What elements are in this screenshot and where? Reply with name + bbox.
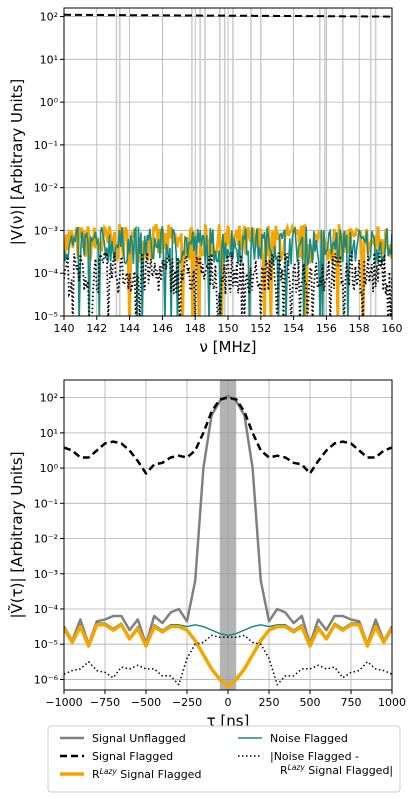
x-tick-label: 158 <box>349 322 370 335</box>
y-tick-label: 10⁻⁵ <box>34 310 58 323</box>
x-tick-label: 148 <box>185 322 206 335</box>
x-tick-label: 150 <box>218 322 239 335</box>
top-panel: 140 142 144 146 148 150 152 154 156 158 160 10⁻⁵ 10⁻… <box>8 7 403 356</box>
x-tick-label: 0 <box>225 696 232 709</box>
legend-frame <box>47 725 401 793</box>
x-tick-label: 156 <box>316 322 337 335</box>
plot-area <box>64 8 392 316</box>
y-tick-label: 10⁻² <box>34 533 58 546</box>
series-line <box>64 394 392 646</box>
y-tick-label: 10⁻³ <box>34 224 58 237</box>
y-tick-label: 10⁻⁵ <box>34 638 58 651</box>
x-tick-label: 140 <box>54 322 75 335</box>
x-tick-label: −1000 <box>45 696 82 709</box>
y-tick-label: 10⁰ <box>40 462 59 475</box>
y-tick-label: 10⁻³ <box>34 568 58 581</box>
y-tick-label: 10¹ <box>40 427 58 440</box>
y-tick-label: 10¹ <box>40 53 58 66</box>
y-axis-label: |Ṽ(τ)| [Arbitrary Units] <box>7 451 26 618</box>
y-axis-label: |V(ν)| [Arbitrary Units] <box>8 79 26 245</box>
legend-label-line2: RLazy Signal Flagged| <box>280 763 393 778</box>
legend-label: Signal Flagged <box>92 750 173 763</box>
y-tick-label: 10⁰ <box>40 96 59 109</box>
x-tick-label: 750 <box>341 696 362 709</box>
x-tick-label: 146 <box>152 322 173 335</box>
x-axis-label: ν [MHz] <box>200 338 257 356</box>
x-tick-label: 152 <box>250 322 271 335</box>
legend-label: |Noise Flagged - <box>270 750 359 763</box>
legend-label: Noise Flagged <box>270 732 348 745</box>
plot-area <box>64 380 392 690</box>
x-tick-label: 142 <box>86 322 107 335</box>
y-tick-label: 10⁻⁶ <box>34 673 59 686</box>
x-tick-label: 500 <box>300 696 321 709</box>
legend-label: RLazy Signal Flagged <box>92 767 201 782</box>
x-tick-label: 144 <box>119 322 140 335</box>
legend: Signal Unflagged Noise Flagged Signal Flag… <box>47 725 401 793</box>
x-tick-label: 154 <box>283 322 304 335</box>
y-tick-label: 10⁻⁴ <box>34 267 59 280</box>
y-tick-label: 10⁻¹ <box>34 497 58 510</box>
x-tick-label: 250 <box>259 696 280 709</box>
y-tick-label: 10⁻² <box>34 182 58 195</box>
y-tick-label: 10² <box>40 11 58 24</box>
x-tick-label: −500 <box>131 696 161 709</box>
x-tick-label: 160 <box>382 322 403 335</box>
series-line <box>64 634 392 686</box>
series-noise-spectrum <box>64 225 392 316</box>
x-tick-label: 1000 <box>378 696 406 709</box>
x-tick-label: −750 <box>90 696 120 709</box>
y-tick-label: 10⁻⁴ <box>34 603 59 616</box>
series-line <box>64 623 392 689</box>
bottom-panel: −1000 −750 −500 −250 0 250 500 750 1000 10⁻⁶ 10⁻⁵ 1… <box>7 379 406 730</box>
shaded-band <box>219 380 237 690</box>
legend-label: Signal Unflagged <box>92 732 186 745</box>
y-tick-label: 10⁻¹ <box>34 139 58 152</box>
y-tick-label: 10² <box>40 392 58 405</box>
x-tick-label: −250 <box>172 696 202 709</box>
